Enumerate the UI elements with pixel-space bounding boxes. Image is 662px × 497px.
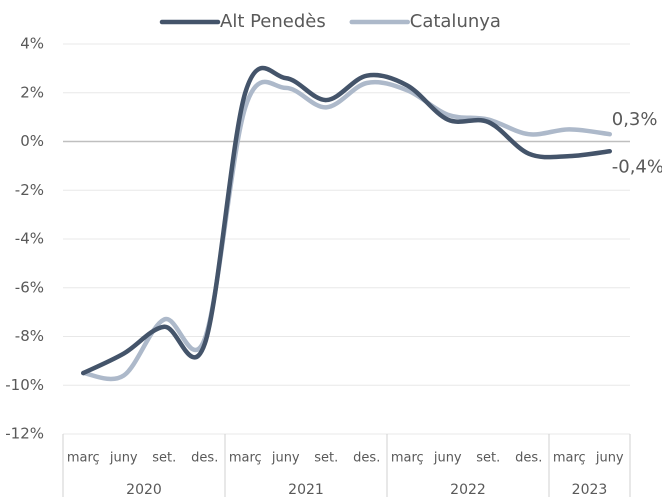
- line: [81, 79, 612, 382]
- x-tick-label: juny: [109, 451, 138, 466]
- y-tick-label: -10%: [5, 376, 44, 394]
- x-tick-label: juny: [595, 451, 624, 466]
- y-tick-label: 2%: [20, 83, 44, 101]
- legend-label: Catalunya: [410, 11, 501, 32]
- y-tick-label: -12%: [5, 425, 44, 443]
- x-tick-label: març: [67, 451, 100, 466]
- line: [81, 65, 612, 376]
- x-tick-label: març: [391, 451, 424, 466]
- data-label: -0,4%: [612, 156, 662, 177]
- x-group-label: 2023: [572, 482, 608, 497]
- x-tick-label: març: [553, 451, 586, 466]
- x-tick-label: set.: [476, 451, 500, 466]
- x-tick-label: març: [229, 451, 262, 466]
- x-tick-label: juny: [271, 451, 300, 466]
- x-group-label: 2022: [450, 482, 486, 497]
- y-tick-label: -6%: [15, 278, 44, 296]
- x-group-label: 2021: [288, 482, 324, 497]
- data-label: 0,3%: [612, 109, 658, 130]
- legend-label: Alt Penedès: [220, 11, 326, 32]
- x-tick-label: juny: [433, 451, 462, 466]
- x-group-label: 2020: [126, 482, 162, 497]
- x-tick-label: des.: [191, 451, 218, 466]
- y-tick-label: 4%: [20, 35, 44, 53]
- y-tick-label: -4%: [15, 230, 44, 248]
- x-tick-label: set.: [314, 451, 338, 466]
- x-tick-label: des.: [515, 451, 542, 466]
- y-tick-label: -2%: [15, 181, 44, 199]
- x-tick-label: des.: [353, 451, 380, 466]
- y-tick-label: 0%: [20, 132, 44, 150]
- y-tick-label: -8%: [15, 327, 44, 345]
- x-tick-label: set.: [152, 451, 176, 466]
